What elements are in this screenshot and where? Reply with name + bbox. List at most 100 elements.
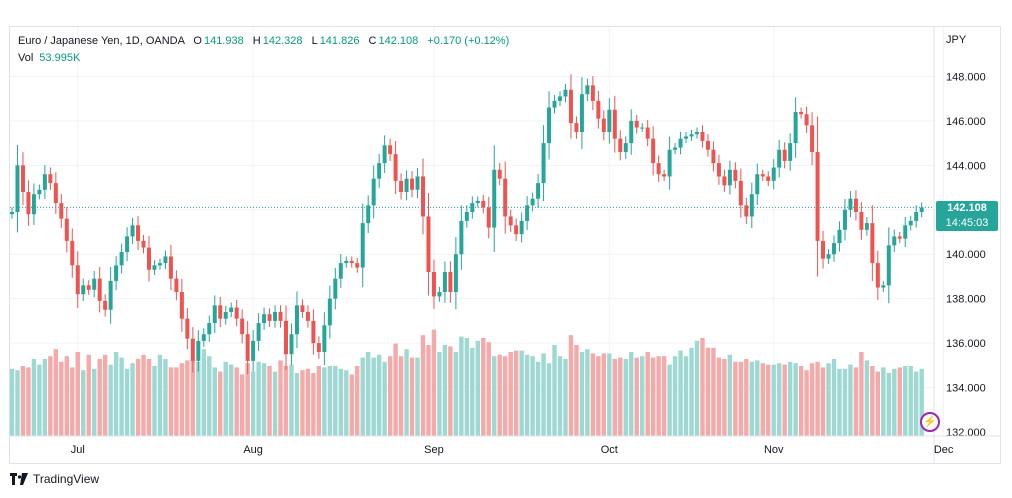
volume-bar (141, 354, 146, 436)
candle-body (31, 194, 36, 215)
lightning-icon[interactable]: ⚡ (920, 412, 940, 432)
volume-bar (415, 357, 420, 436)
candle-body (152, 265, 157, 270)
candle-body (300, 305, 305, 312)
volume-bar (404, 349, 409, 436)
brand[interactable]: TradingView (10, 472, 99, 486)
candle-body (141, 240, 146, 248)
candle-body (618, 138, 623, 152)
symbol-label[interactable]: Euro / Japanese Yen, 1D, OANDA (18, 35, 185, 47)
candle-body (656, 163, 661, 175)
volume-bar (661, 356, 667, 436)
volume-bar (366, 352, 371, 436)
volume-bar (744, 359, 749, 436)
volume-bar (524, 354, 530, 436)
candle-body (519, 220, 524, 235)
candle-body (92, 278, 97, 290)
candle-body (59, 203, 64, 219)
candle-body (240, 318, 245, 335)
volume-bar (590, 353, 596, 436)
x-tick-label: Nov (764, 444, 784, 456)
candle-body (568, 89, 573, 124)
candle-body (853, 198, 858, 212)
countdown-tag: 14:45:03 (936, 216, 998, 231)
candle-body (722, 176, 727, 186)
candle-body (311, 320, 316, 344)
candle-body (157, 263, 162, 266)
candle-body (651, 138, 656, 164)
volume-bar (853, 367, 859, 436)
volume-bar (157, 354, 163, 436)
candle-body (327, 298, 332, 326)
candle-body (503, 178, 508, 217)
volume-bar (426, 345, 431, 436)
candle-body (514, 225, 519, 235)
volume-bar (755, 360, 760, 436)
volume-bar (223, 361, 228, 436)
volume-bar (344, 370, 349, 436)
volume-bar (881, 367, 886, 436)
candle-body (48, 174, 53, 184)
candle-body (10, 212, 14, 215)
volume-bar (585, 349, 590, 436)
y-tick-label: 134.000 (946, 383, 986, 395)
volume-bar (152, 366, 157, 436)
volume-bar (102, 354, 108, 436)
candle-body (596, 100, 601, 119)
volume-bar (908, 366, 913, 436)
volume-bar (26, 367, 31, 436)
candle-body (547, 107, 552, 144)
volume-bar (612, 359, 617, 436)
volume-bar (766, 364, 771, 436)
volume-bar (815, 361, 820, 436)
currency-label[interactable]: JPY (946, 34, 967, 46)
candle-body (892, 236, 897, 246)
volume-bar (212, 367, 217, 436)
candle-body (804, 114, 809, 126)
volume-bar (168, 367, 174, 436)
candle-body (382, 145, 387, 164)
volume-bar (327, 366, 333, 436)
candle-body (629, 120, 634, 144)
volume-bar (848, 364, 853, 436)
volume-bar (387, 356, 393, 436)
volume-bar (683, 356, 689, 436)
volume-bar (48, 356, 53, 436)
candle-body (97, 278, 102, 301)
last-price-tag: 142.108 (936, 201, 998, 216)
candle-body (760, 174, 765, 177)
candle-body (377, 163, 382, 179)
candle-body (360, 223, 365, 268)
candle-body (284, 320, 288, 355)
candle-body (53, 183, 58, 204)
volume-bar (864, 360, 870, 436)
volume-bar (777, 363, 782, 436)
volume-bar (629, 352, 634, 436)
high-value: 142.328 (262, 35, 303, 47)
volume-bar (245, 363, 250, 436)
volume-bar (92, 368, 97, 436)
volume-bar (113, 352, 119, 436)
x-tick-label: Dec (934, 444, 954, 456)
candle-body (727, 169, 732, 186)
low-value: 141.826 (319, 35, 360, 47)
volume-bar (738, 361, 744, 436)
candle-body (832, 243, 836, 255)
vol-label[interactable]: Vol (18, 52, 34, 64)
volume-bar (711, 347, 716, 436)
candle-body (711, 149, 716, 164)
candle-body (421, 176, 425, 217)
candle-body (464, 212, 469, 221)
candle-body (305, 312, 310, 321)
volume-bar (442, 345, 448, 436)
volume-bar (897, 367, 902, 436)
volume-bar (672, 356, 678, 436)
volume-bar (20, 366, 26, 436)
candle-body (393, 154, 398, 181)
volume-bar (409, 357, 415, 436)
volume-bar (820, 367, 826, 436)
candle-body (201, 334, 206, 341)
chart-frame (9, 26, 1001, 464)
volume-bar (546, 363, 552, 436)
